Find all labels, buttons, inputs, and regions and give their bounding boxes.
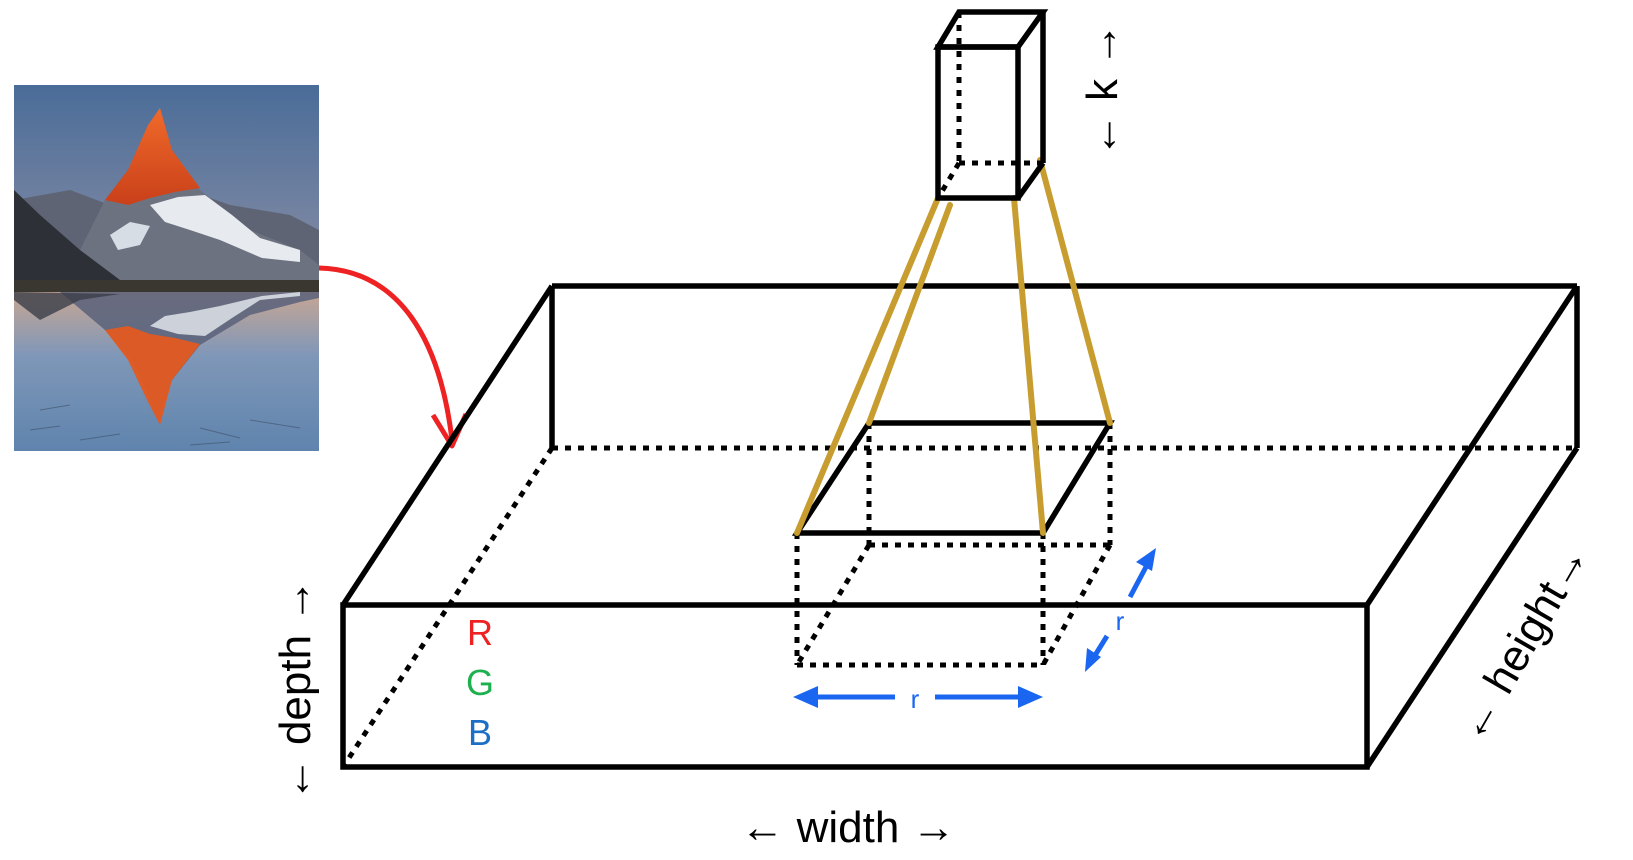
volume-top-right-edge — [1364, 284, 1580, 607]
r-width-label: r — [911, 684, 920, 714]
r-depth-label: r — [1116, 606, 1125, 636]
volume-hidden-left-bottom-edge — [340, 446, 555, 769]
r-depth-arrow — [1085, 548, 1156, 672]
volume-right-bottom-edge — [1364, 446, 1580, 769]
projection-lines — [794, 157, 1113, 536]
output-column — [933, 9, 1049, 201]
volume-top-left-edge — [340, 284, 555, 607]
k-label: ← k → — [1078, 23, 1127, 157]
mountain-reflection-photo — [14, 85, 319, 451]
depth-label: ← depth → — [271, 579, 320, 802]
receptive-field — [791, 420, 1115, 668]
r-width-arrow — [793, 686, 1043, 708]
height-label: ← height→ — [1446, 535, 1598, 750]
input-arrow — [318, 265, 469, 449]
column-top-face — [933, 9, 1049, 50]
channel-r-label: R — [467, 612, 493, 653]
channel-g-label: G — [466, 662, 494, 703]
input-volume — [340, 283, 1580, 770]
receptive-field-top-face — [791, 420, 1115, 536]
width-label: ← width → — [740, 803, 955, 852]
volume-front-face — [340, 602, 1370, 770]
channel-b-label: B — [468, 712, 492, 753]
